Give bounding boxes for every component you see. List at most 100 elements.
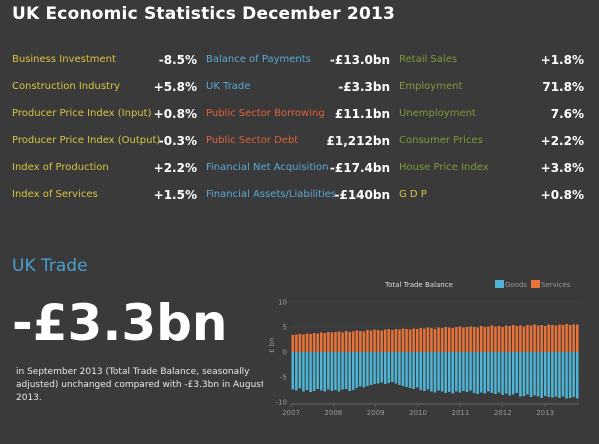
services-bar xyxy=(401,328,405,352)
services-bar xyxy=(323,333,327,352)
goods-bar xyxy=(373,352,376,384)
services-bar xyxy=(469,326,472,352)
services-bar xyxy=(472,327,476,352)
stat-label: Producer Price Index (Input) xyxy=(12,108,152,119)
goods-bar xyxy=(561,352,565,397)
goods-bar xyxy=(366,352,369,386)
services-bar xyxy=(447,327,451,352)
goods-bar xyxy=(554,352,558,397)
goods-bar xyxy=(408,352,412,388)
stat-value: +0.8% xyxy=(540,188,584,202)
stat-label: Index of Services xyxy=(12,189,98,200)
chart-bars xyxy=(291,324,579,399)
goods-bar xyxy=(391,352,394,382)
x-tick-label: 2012 xyxy=(494,409,512,417)
services-bar xyxy=(373,329,376,352)
services-bar xyxy=(437,327,440,352)
x-tick-label: 2010 xyxy=(409,409,427,417)
services-bar xyxy=(355,330,359,352)
goods-bar xyxy=(334,352,337,390)
services-bar xyxy=(430,328,433,352)
goods-bar xyxy=(508,352,511,396)
legend-services-label[interactable]: Services xyxy=(541,281,571,289)
services-bar xyxy=(391,330,394,352)
stat-value: £1,212bn xyxy=(326,134,390,148)
goods-bar xyxy=(447,352,451,392)
stat-value: +2.2% xyxy=(540,134,584,148)
services-bar xyxy=(508,326,511,352)
services-bar xyxy=(334,332,337,352)
legend-goods-label[interactable]: Goods xyxy=(505,281,527,289)
services-bar xyxy=(426,327,430,352)
goods-bar xyxy=(568,352,572,398)
goods-bar xyxy=(341,352,344,390)
legend-services-swatch[interactable] xyxy=(531,280,540,288)
stat-row: Financial Net Acquisition -£17.4bn xyxy=(206,158,390,185)
stats-column-1: Business Investment -8.5% Construction In… xyxy=(12,50,197,212)
stat-row: Retail Sales +1.8% xyxy=(399,50,584,77)
goods-bar xyxy=(302,352,305,392)
services-bar xyxy=(383,329,387,352)
services-bar xyxy=(291,335,295,352)
services-bar xyxy=(348,332,351,352)
goods-bar xyxy=(337,352,341,392)
trade-big-value: -£3.3bn xyxy=(12,294,228,352)
stat-label: G D P xyxy=(399,189,427,200)
goods-bar xyxy=(362,352,366,388)
goods-bar xyxy=(415,352,419,388)
trade-description: in September 2013 (Total Trade Balance, … xyxy=(16,367,265,403)
goods-bar xyxy=(519,352,522,397)
services-bar xyxy=(412,328,415,352)
stat-row: Producer Price Index (Input) +0.8% xyxy=(12,104,197,131)
legend-goods-swatch[interactable] xyxy=(495,280,504,288)
chart-svg: 10 5 0 -5 -10 2007 2008 2009 2010 2011 2012 2013 To… xyxy=(263,272,593,437)
services-bar xyxy=(362,331,366,352)
goods-bar xyxy=(487,352,490,392)
stat-label: Producer Price Index (Output) xyxy=(12,135,161,146)
stat-value: 7.6% xyxy=(550,107,584,121)
stat-value: +0.8% xyxy=(153,107,197,121)
services-bar xyxy=(536,325,540,352)
services-bar xyxy=(341,332,344,352)
goods-bar xyxy=(291,352,295,390)
goods-bar xyxy=(536,352,540,397)
goods-bar xyxy=(383,352,387,384)
y-tick-label: 10 xyxy=(278,299,287,307)
goods-bar xyxy=(511,352,515,395)
goods-bar xyxy=(504,352,508,394)
y-axis-label: £ bn xyxy=(268,337,276,353)
goods-bar xyxy=(426,352,430,390)
services-bar xyxy=(351,331,355,352)
services-bar xyxy=(344,331,348,352)
services-bar xyxy=(305,333,309,352)
goods-bar xyxy=(472,352,476,393)
goods-bar xyxy=(295,352,298,391)
services-bar xyxy=(302,334,305,352)
services-bar xyxy=(572,324,575,352)
goods-bar xyxy=(359,352,362,387)
goods-bar xyxy=(490,352,494,393)
stat-label: Employment xyxy=(399,81,463,92)
services-bar xyxy=(319,332,323,352)
stat-label: Retail Sales xyxy=(399,54,458,65)
services-bar xyxy=(455,327,458,352)
services-bar xyxy=(327,332,330,352)
goods-bar xyxy=(401,352,405,386)
x-tick-label: 2009 xyxy=(367,409,385,417)
stat-row: Index of Services +1.5% xyxy=(12,185,197,212)
stat-row: Balance of Payments -£13.0bn xyxy=(206,50,390,77)
goods-bar xyxy=(419,352,423,390)
services-bar xyxy=(369,330,373,352)
stat-row: Index of Production +2.2% xyxy=(12,158,197,185)
services-bar xyxy=(405,329,408,352)
goods-bar xyxy=(476,352,479,394)
stat-label: Financial Net Acquisition xyxy=(206,162,329,173)
goods-bar xyxy=(515,352,519,393)
y-tick-label: -5 xyxy=(280,374,287,382)
goods-bar xyxy=(540,352,543,398)
x-tick-label: 2007 xyxy=(282,409,300,417)
services-bar xyxy=(423,328,426,352)
goods-bar xyxy=(558,352,561,398)
stat-value: -£140bn xyxy=(334,188,390,202)
services-bar xyxy=(433,329,437,352)
